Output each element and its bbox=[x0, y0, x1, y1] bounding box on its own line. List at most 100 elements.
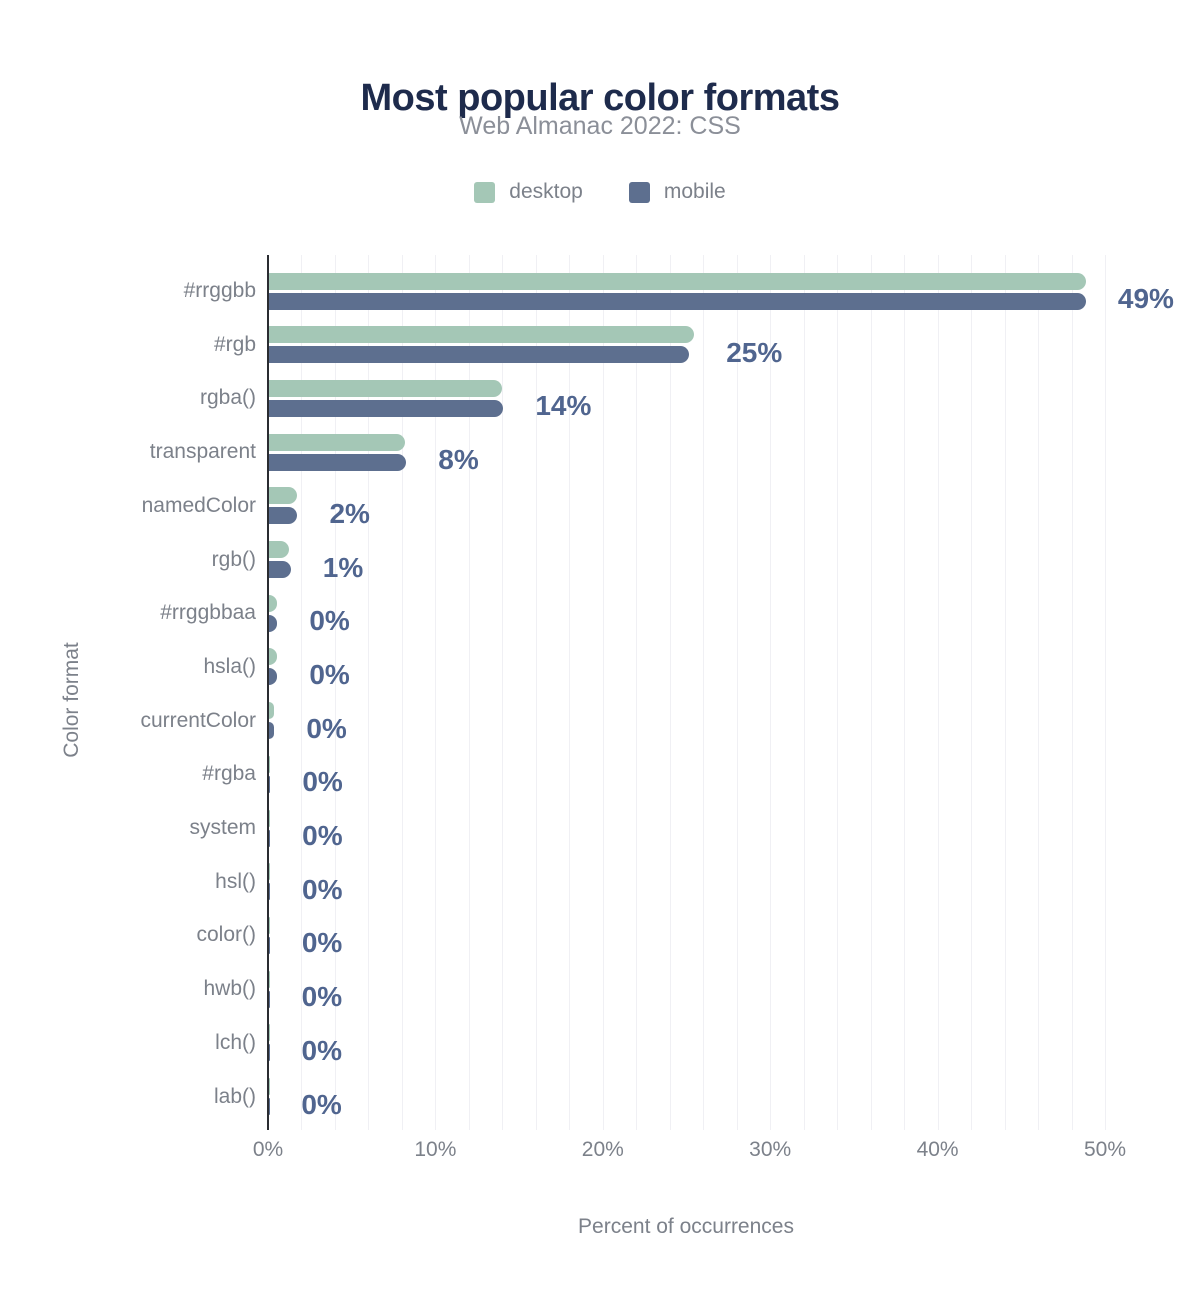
bar-mobile[interactable] bbox=[269, 453, 407, 471]
category-label: lch() bbox=[215, 1030, 256, 1054]
value-label: 0% bbox=[309, 605, 350, 637]
gridline bbox=[569, 255, 571, 1130]
gridline bbox=[535, 255, 537, 1130]
bar-desktop[interactable] bbox=[269, 541, 290, 558]
y-axis-line bbox=[267, 255, 269, 1130]
bar-desktop[interactable] bbox=[269, 1024, 270, 1042]
category-label: #rrggbbaa bbox=[160, 601, 256, 625]
bar-mobile[interactable] bbox=[269, 990, 270, 1008]
gridline bbox=[736, 255, 738, 1130]
bar-mobile[interactable] bbox=[269, 614, 277, 632]
gridline bbox=[602, 255, 604, 1130]
bar-desktop[interactable] bbox=[269, 863, 270, 881]
bar-desktop[interactable] bbox=[269, 809, 271, 827]
gridline bbox=[870, 255, 872, 1130]
category-label: currentColor bbox=[140, 708, 256, 732]
category-label: #rrggbb bbox=[183, 279, 256, 302]
value-label: 0% bbox=[302, 820, 343, 851]
gridline bbox=[435, 255, 437, 1130]
value-label: 0% bbox=[301, 927, 343, 959]
category-label: rgb() bbox=[211, 547, 256, 571]
bar-desktop[interactable] bbox=[269, 702, 275, 720]
category-label: hsl() bbox=[215, 869, 256, 893]
legend: desktop mobile bbox=[0, 180, 1200, 204]
gridline bbox=[703, 255, 705, 1130]
bar-desktop[interactable] bbox=[269, 755, 271, 773]
gridline bbox=[468, 255, 470, 1130]
category-label: #rgb bbox=[213, 332, 256, 356]
legend-item-mobile: mobile bbox=[628, 180, 726, 204]
bar-desktop[interactable] bbox=[269, 433, 405, 451]
value-label: 0% bbox=[309, 658, 350, 690]
bar-mobile[interactable] bbox=[269, 775, 271, 793]
bar-mobile[interactable] bbox=[269, 1098, 270, 1115]
plot-area: #rrggbb 49% #rgb 25% rgba() 14% transparent 8% n… bbox=[0, 255, 1200, 1130]
gridline bbox=[904, 255, 906, 1130]
x-tick-label: 40% bbox=[916, 1138, 959, 1161]
bar-desktop[interactable] bbox=[269, 487, 298, 505]
gridline bbox=[1038, 255, 1040, 1130]
y-axis-title: Color format bbox=[60, 642, 83, 758]
bar-mobile[interactable] bbox=[269, 292, 1086, 310]
gridline bbox=[803, 255, 805, 1130]
legend-item-desktop: desktop bbox=[474, 180, 583, 204]
bar-desktop[interactable] bbox=[269, 272, 1086, 290]
bar-mobile[interactable] bbox=[269, 346, 690, 364]
value-label: 0% bbox=[302, 873, 343, 905]
gridline bbox=[971, 255, 973, 1130]
value-label: 8% bbox=[438, 444, 479, 476]
legend-swatch-desktop bbox=[474, 181, 496, 203]
bar-desktop[interactable] bbox=[269, 379, 502, 397]
category-label: system bbox=[189, 816, 256, 839]
category-label: hsla() bbox=[203, 654, 256, 678]
gridline bbox=[301, 255, 303, 1130]
gridline bbox=[636, 255, 638, 1130]
bar-desktop[interactable] bbox=[269, 970, 270, 988]
gridline bbox=[669, 255, 671, 1130]
value-label: 25% bbox=[726, 336, 783, 368]
bar-mobile[interactable] bbox=[269, 722, 275, 740]
x-tick-label: 10% bbox=[414, 1138, 457, 1161]
bar-desktop[interactable] bbox=[269, 648, 278, 666]
x-tick-label: 30% bbox=[749, 1138, 792, 1161]
gridline bbox=[334, 255, 336, 1130]
gridline bbox=[1071, 255, 1073, 1130]
value-label: 0% bbox=[301, 1088, 342, 1120]
x-tick-label: 50% bbox=[1083, 1138, 1127, 1161]
value-label: 2% bbox=[329, 497, 370, 529]
value-label: 0% bbox=[301, 981, 343, 1013]
legend-label-mobile: mobile bbox=[663, 180, 726, 203]
bar-desktop[interactable] bbox=[269, 326, 695, 344]
value-label: 0% bbox=[306, 712, 347, 744]
category-label: rgba() bbox=[199, 386, 256, 410]
x-tick-label: 20% bbox=[581, 1138, 624, 1161]
bar-mobile[interactable] bbox=[269, 561, 291, 578]
gridline bbox=[770, 255, 772, 1130]
value-label: 0% bbox=[302, 766, 343, 798]
bar-desktop[interactable] bbox=[269, 916, 270, 934]
bar-desktop[interactable] bbox=[269, 1078, 270, 1095]
category-label: namedColor bbox=[141, 493, 256, 517]
category-label: transparent bbox=[149, 440, 256, 464]
value-label: 1% bbox=[322, 551, 364, 583]
value-label: 14% bbox=[535, 390, 592, 422]
bar-desktop[interactable] bbox=[269, 594, 278, 612]
x-tick-label: 0% bbox=[252, 1138, 284, 1161]
value-label: 0% bbox=[301, 1034, 342, 1066]
gridline bbox=[502, 255, 504, 1130]
gridline bbox=[837, 255, 839, 1130]
category-label: lab() bbox=[213, 1084, 256, 1108]
gridline bbox=[401, 255, 403, 1130]
bar-mobile[interactable] bbox=[269, 399, 504, 417]
bar-mobile[interactable] bbox=[269, 1044, 270, 1062]
bar-mobile[interactable] bbox=[269, 829, 271, 847]
legend-label-desktop: desktop bbox=[509, 180, 583, 203]
bar-mobile[interactable] bbox=[269, 507, 298, 525]
gridline bbox=[937, 255, 939, 1130]
category-label: hwb() bbox=[203, 977, 256, 1001]
bar-mobile[interactable] bbox=[269, 883, 270, 901]
category-label: #rgba bbox=[202, 762, 256, 786]
legend-swatch-mobile bbox=[628, 181, 650, 203]
bar-mobile[interactable] bbox=[269, 668, 277, 686]
bar-mobile[interactable] bbox=[269, 936, 270, 954]
